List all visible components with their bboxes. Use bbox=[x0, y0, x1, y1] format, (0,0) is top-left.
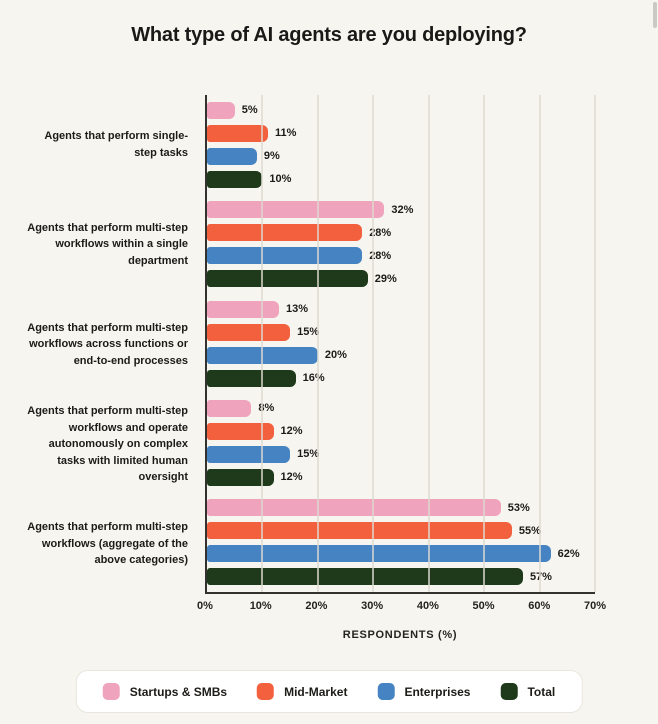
bar-row: 15% bbox=[207, 445, 595, 463]
legend-swatch-icon bbox=[500, 683, 518, 700]
bar-value-label: 29% bbox=[374, 272, 397, 285]
bar-startups-smbs bbox=[207, 499, 501, 517]
bar-row: 9% bbox=[207, 147, 595, 165]
bar-row: 20% bbox=[207, 346, 595, 364]
bar-value-label: 32% bbox=[391, 203, 414, 216]
bar-row: 62% bbox=[207, 545, 595, 563]
legend-swatch-icon bbox=[102, 683, 120, 700]
bar-value-label: 8% bbox=[258, 402, 275, 415]
bar-enterprises bbox=[207, 147, 257, 165]
bar-row: 13% bbox=[207, 300, 595, 318]
bar-total bbox=[207, 369, 296, 387]
category-label: Agents that perform multi-step workflows… bbox=[27, 321, 188, 367]
bar-row: 55% bbox=[207, 522, 595, 540]
legend-swatch-icon bbox=[377, 683, 395, 700]
bar-value-label: 10% bbox=[269, 173, 292, 186]
bar-value-label: 5% bbox=[241, 104, 258, 117]
x-tick-label: 20% bbox=[305, 600, 328, 612]
bar-group: 32% 28% 28% 29% bbox=[207, 194, 595, 293]
chart-title: What type of AI agents are you deploying… bbox=[131, 24, 527, 46]
x-axis-label: RESPONDENTS (%) bbox=[342, 629, 458, 641]
bar-group: 53% 55% 62% 57% bbox=[207, 493, 595, 592]
bar-enterprises bbox=[207, 346, 318, 364]
legend-label: Total bbox=[527, 684, 556, 699]
x-tick-label: 30% bbox=[361, 600, 384, 612]
bar-enterprises bbox=[207, 247, 363, 265]
bar-total bbox=[207, 170, 263, 188]
x-axis-ticks: 0% 10% 20% 30% 40% 50% 60% 70% bbox=[197, 600, 606, 614]
bar-row: 11% bbox=[207, 124, 595, 142]
legend-item-startups-smbs: Startups & SMBs bbox=[102, 683, 228, 700]
category-label: Agents that perform multi-step workflows… bbox=[27, 405, 188, 484]
x-tick-label: 0% bbox=[197, 600, 213, 612]
x-tick-label: 50% bbox=[472, 600, 495, 612]
bar-value-label: 15% bbox=[297, 448, 320, 461]
bar-value-label: 20% bbox=[324, 349, 347, 362]
bar-group: 8% 12% 15% 12% bbox=[207, 393, 595, 492]
legend-item-total: Total bbox=[500, 683, 555, 700]
bar-value-label: 15% bbox=[297, 326, 320, 339]
scrollbar-thumb[interactable] bbox=[653, 2, 657, 28]
bar-mid-market bbox=[207, 224, 363, 242]
category-label: Agents that perform multi-step workflows… bbox=[27, 521, 188, 567]
bar-row: 8% bbox=[207, 399, 595, 417]
bar-startups-smbs bbox=[207, 300, 280, 318]
legend-label: Startups & SMBs bbox=[129, 684, 228, 699]
bar-startups-smbs bbox=[207, 201, 385, 219]
bar-group: 13% 15% 20% 16% bbox=[207, 294, 595, 393]
legend-item-mid-market: Mid-Market bbox=[257, 683, 347, 700]
bar-enterprises bbox=[207, 545, 551, 563]
bar-row: 15% bbox=[207, 323, 595, 341]
bar-mid-market bbox=[207, 522, 512, 540]
bar-value-label: 12% bbox=[280, 471, 303, 484]
bar-total bbox=[207, 270, 368, 288]
plot-area: 5% 11% 9% 10% 32% 28% 28% 29% 13% 15% 20% 16% 8% 12% 1… bbox=[205, 95, 596, 594]
bar-value-label: 62% bbox=[557, 547, 580, 560]
bar-row: 57% bbox=[207, 568, 595, 586]
bar-total bbox=[207, 568, 523, 586]
bar-groups: 5% 11% 9% 10% 32% 28% 28% 29% 13% 15% 20% 16% 8% 12% 1… bbox=[207, 95, 595, 592]
bar-value-label: 13% bbox=[286, 303, 309, 316]
x-tick-label: 60% bbox=[528, 600, 551, 612]
bar-row: 28% bbox=[207, 247, 595, 265]
bar-value-label: 9% bbox=[263, 150, 280, 163]
category-axis: Agents that perform single-step tasks Age… bbox=[0, 95, 197, 594]
legend-swatch-icon bbox=[257, 683, 275, 700]
x-tick-label: 40% bbox=[416, 600, 439, 612]
bar-row: 32% bbox=[207, 201, 595, 219]
bar-mid-market bbox=[207, 323, 291, 341]
bar-row: 53% bbox=[207, 499, 595, 517]
bar-value-label: 28% bbox=[369, 249, 392, 262]
bar-value-label: 11% bbox=[274, 127, 297, 140]
bar-mid-market bbox=[207, 422, 274, 440]
bar-startups-smbs bbox=[207, 399, 252, 417]
bar-value-label: 57% bbox=[529, 570, 552, 583]
category-label: Agents that perform single-step tasks bbox=[44, 130, 188, 159]
bar-startups-smbs bbox=[207, 101, 235, 119]
legend: Startups & SMBs Mid-Market Enterprises Tota… bbox=[75, 670, 583, 713]
legend-item-enterprises: Enterprises bbox=[377, 683, 470, 700]
bar-row: 28% bbox=[207, 224, 595, 242]
x-tick-label: 10% bbox=[249, 600, 272, 612]
bar-value-label: 12% bbox=[280, 425, 303, 438]
bar-mid-market bbox=[207, 124, 268, 142]
legend-label: Enterprises bbox=[404, 684, 471, 699]
bar-value-label: 55% bbox=[518, 524, 541, 537]
bar-row: 16% bbox=[207, 369, 595, 387]
bar-value-label: 28% bbox=[369, 226, 392, 239]
bar-row: 5% bbox=[207, 101, 595, 119]
bar-value-label: 53% bbox=[507, 501, 530, 514]
bar-value-label: 16% bbox=[302, 372, 325, 385]
bar-row: 29% bbox=[207, 270, 595, 288]
x-tick-label: 70% bbox=[583, 600, 607, 612]
legend-label: Mid-Market bbox=[284, 684, 348, 699]
bar-row: 12% bbox=[207, 422, 595, 440]
bar-row: 12% bbox=[207, 468, 595, 486]
bar-enterprises bbox=[207, 445, 291, 463]
bar-row: 10% bbox=[207, 170, 595, 188]
bar-group: 5% 11% 9% 10% bbox=[207, 95, 595, 194]
category-label: Agents that perform multi-step workflows… bbox=[27, 221, 188, 267]
bar-total bbox=[207, 468, 274, 486]
